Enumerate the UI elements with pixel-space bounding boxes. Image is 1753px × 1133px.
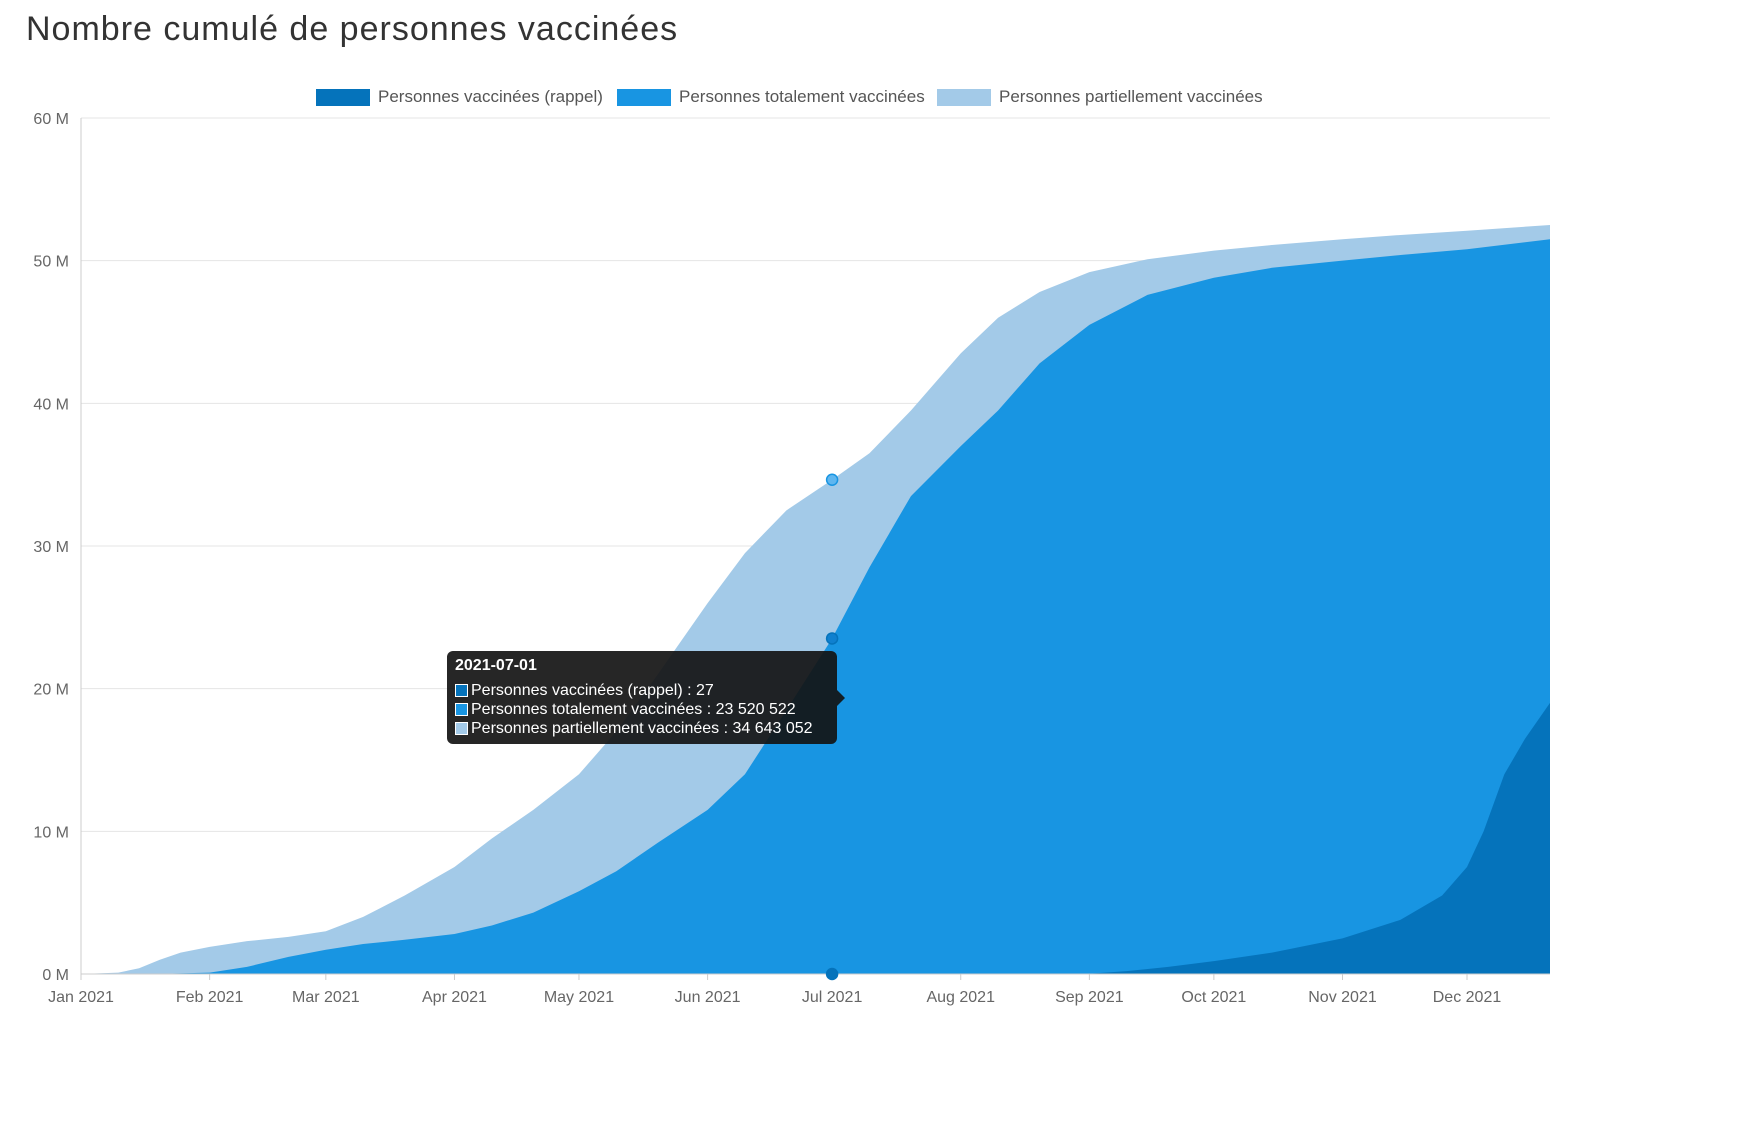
tooltip-swatch-totalement (455, 703, 468, 716)
legend-swatch-partiellement (937, 88, 991, 106)
x-tick-label: Sep 2021 (1055, 989, 1124, 1006)
y-tick-label: 50 M (33, 254, 69, 271)
legend-item-partiellement[interactable]: Personnes partiellement vaccinées (937, 84, 1263, 110)
legend-swatch-totalement (617, 88, 671, 106)
y-tick-label: 30 M (33, 539, 69, 556)
tooltip-swatch-partiellement (455, 722, 468, 735)
x-axis-ticks: Jan 2021 Feb 2021 Mar 2021 Apr 2021 May 2021… (48, 974, 1501, 1006)
x-tick-label: Aug 2021 (926, 989, 995, 1006)
x-tick-label: Oct 2021 (1181, 989, 1246, 1006)
x-tick-label: Jul 2021 (802, 989, 863, 1006)
x-tick-label: Dec 2021 (1433, 989, 1502, 1006)
legend-item-rappel[interactable]: Personnes vaccinées (rappel) (316, 84, 603, 110)
hover-markers (825, 473, 839, 981)
marker-rappel (825, 967, 839, 981)
x-tick-label: Mar 2021 (292, 989, 360, 1006)
area-totalement (81, 239, 1550, 974)
marker-totalement (825, 632, 839, 645)
tooltip-swatch-rappel (455, 684, 468, 697)
y-tick-label: 20 M (33, 682, 69, 699)
tooltip-text-partiellement: Personnes partiellement vaccinées : 34 6… (471, 719, 813, 737)
y-tick-label: 40 M (33, 396, 69, 413)
x-tick-label: May 2021 (544, 989, 614, 1006)
legend-item-totalement[interactable]: Personnes totalement vaccinées (617, 84, 925, 110)
area-series (81, 225, 1550, 974)
x-tick-label: Apr 2021 (422, 989, 487, 1006)
x-tick-label: Jun 2021 (675, 989, 741, 1006)
tooltip-date: 2021-07-01 (455, 657, 537, 674)
x-tick-label: Feb 2021 (176, 989, 244, 1006)
legend-swatch-rappel (316, 88, 370, 106)
tooltip: 2021-07-01 Personnes vaccinées (rappel) … (447, 651, 845, 744)
legend-label-partiellement: Personnes partiellement vaccinées (999, 87, 1263, 106)
legend-label-rappel: Personnes vaccinées (rappel) (378, 87, 603, 106)
tooltip-row-totalement: Personnes totalement vaccinées : 23 520 … (455, 700, 796, 719)
tooltip-row-partiellement: Personnes partiellement vaccinées : 34 6… (455, 719, 813, 738)
x-tick-label: Jan 2021 (48, 989, 114, 1006)
marker-partiellement (825, 473, 839, 487)
tooltip-text-totalement: Personnes totalement vaccinées : 23 520 … (471, 700, 796, 718)
legend-label-totalement: Personnes totalement vaccinées (679, 87, 925, 106)
tooltip-text-rappel: Personnes vaccinées (rappel) : 27 (471, 681, 714, 699)
y-tick-label: 10 M (33, 824, 69, 841)
legend: Personnes vaccinées (rappel) Personnes t… (0, 84, 1753, 110)
chart-title: Nombre cumulé de personnes vaccinées (26, 10, 679, 48)
x-tick-label: Nov 2021 (1308, 989, 1377, 1006)
area-rappel (81, 702, 1550, 974)
y-axis-ticks: 0 M 10 M 20 M 30 M 40 M 50 M 60 M (33, 111, 69, 984)
tooltip-row-rappel: Personnes vaccinées (rappel) : 27 (455, 681, 714, 700)
tooltip-arrow (837, 690, 845, 706)
y-tick-label: 60 M (33, 111, 69, 128)
y-tick-label: 0 M (42, 967, 69, 984)
